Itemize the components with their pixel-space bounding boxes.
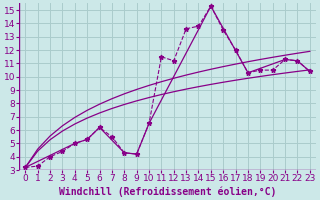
X-axis label: Windchill (Refroidissement éolien,°C): Windchill (Refroidissement éolien,°C): [59, 186, 276, 197]
